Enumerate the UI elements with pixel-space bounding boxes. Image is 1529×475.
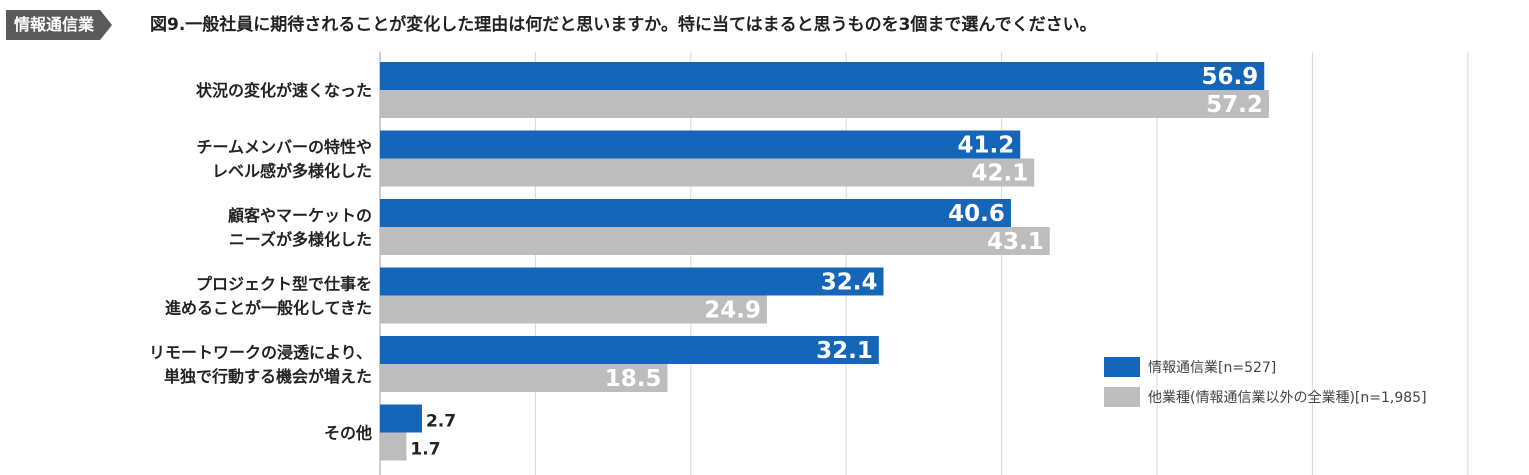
category-label: 状況の変化が速くなった bbox=[196, 81, 372, 100]
bar-series2 bbox=[380, 432, 407, 461]
legend-label-series1: 情報通信業[n=527] bbox=[1148, 360, 1277, 376]
bar-series2 bbox=[380, 90, 1269, 118]
data-label-series1: 2.7 bbox=[426, 412, 456, 432]
data-label-series1: 56.9 bbox=[1201, 64, 1258, 90]
category-label: 顧客やマーケットの bbox=[228, 206, 372, 225]
data-label-series2: 24.9 bbox=[704, 298, 761, 324]
data-label-series2: 1.7 bbox=[410, 440, 440, 460]
legend-swatch-series2 bbox=[1104, 387, 1140, 407]
category-label: プロジェクト型で仕事を bbox=[196, 275, 372, 294]
bar-series1 bbox=[380, 62, 1265, 90]
gridlines bbox=[379, 52, 1469, 475]
category-label: リモートワークの浸透により、 bbox=[149, 343, 372, 362]
bar-marks: 56.957.2 41.242.1 40.643.1 32.4 24.9 32.1 18.5… bbox=[380, 62, 1269, 461]
chart-title: 図9.一般社員に期待されることが変化した理由は何だと思いますか。特に当てはまると… bbox=[150, 15, 1097, 35]
bar-series1 bbox=[380, 199, 1011, 227]
data-label-series1: 32.4 bbox=[821, 270, 878, 296]
category-label: 進めることが一般化してきた bbox=[165, 299, 372, 318]
bar-series2 bbox=[380, 158, 1035, 187]
legend-label-series2: 他業種(情報通信業以外の全業種)[n=1,985] bbox=[1148, 390, 1427, 406]
chart-header: 情報通信業 図9.一般社員に期待されることが変化した理由は何だと思いますか。特に… bbox=[0, 0, 1529, 52]
category-label: レベル感が多様化した bbox=[212, 162, 372, 181]
data-label-series2: 18.5 bbox=[605, 366, 662, 392]
data-label-series2: 43.1 bbox=[987, 229, 1044, 255]
bar-series2 bbox=[380, 227, 1050, 255]
bar-series1 bbox=[380, 336, 879, 364]
bar-series1 bbox=[380, 267, 884, 296]
category-label: 単独で行動する機会が増えた bbox=[164, 367, 372, 386]
data-label-series1: 32.1 bbox=[816, 338, 873, 364]
category-label: ニーズが多様化した bbox=[229, 230, 372, 249]
bar-series2 bbox=[380, 295, 767, 324]
bar-series1 bbox=[380, 130, 1021, 159]
data-label-series1: 40.6 bbox=[948, 201, 1005, 227]
data-label-series2: 42.1 bbox=[971, 161, 1028, 187]
category-label: その他 bbox=[324, 424, 372, 443]
category-labels: 状況の変化が速くなったチームメンバーの特性やレベル感が多様化した顧客やマーケット… bbox=[149, 81, 372, 443]
legend-item-series1: 情報通信業[n=527] bbox=[1104, 352, 1524, 382]
industry-tag: 情報通信業 bbox=[6, 10, 112, 40]
bar-series2 bbox=[380, 364, 668, 392]
legend-swatch-series1 bbox=[1104, 357, 1140, 377]
bar-series1 bbox=[380, 404, 422, 433]
data-label-series1: 41.2 bbox=[957, 133, 1014, 159]
bar-chart: 56.957.2 41.242.1 40.643.1 32.4 24.9 32.1 18.5… bbox=[149, 52, 1469, 475]
legend-item-series2: 他業種(情報通信業以外の全業種)[n=1,985] bbox=[1104, 382, 1524, 412]
legend: 情報通信業[n=527] 他業種(情報通信業以外の全業種)[n=1,985] bbox=[1104, 352, 1524, 412]
category-label: チームメンバーの特性や bbox=[196, 138, 372, 157]
data-label-series2: 57.2 bbox=[1206, 92, 1263, 118]
